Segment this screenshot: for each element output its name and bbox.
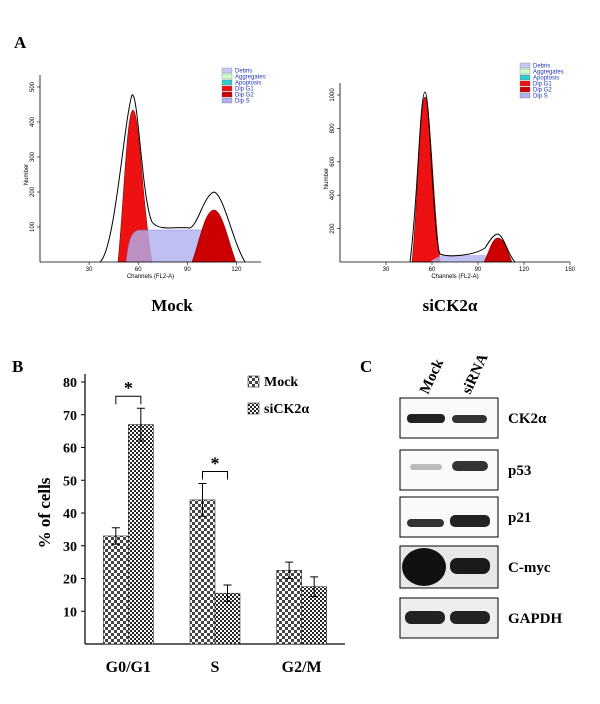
flow-shapes-right [409,91,516,263]
x-axis-label: Channels (FL2-A) [127,274,174,280]
annotation: * [211,454,220,474]
panel-label: B [12,357,23,376]
legend-swatch [519,92,531,99]
x-tick-label: S [211,659,220,676]
legend-label: Dip G1 [235,87,254,93]
y-tick-label: 70 [63,409,77,424]
y-tick-label: 20 [63,573,77,588]
x-tick-label: 30 [383,267,390,273]
y-tick-label: 60 [63,442,77,457]
lane-label: Mock [417,356,447,397]
y-tick-label: 300 [30,151,36,162]
y-axis-label: % of cells [35,477,54,548]
bar [276,570,302,645]
legend-label: siCK2α [264,402,309,417]
blot [399,397,499,639]
caption: siCK2α [423,296,478,315]
y-tick-label: 500 [30,81,36,92]
error-bar [111,527,120,545]
panel-label: C [360,357,372,376]
legend-swatch [519,74,531,81]
x-tick-label: 30 [86,267,93,273]
error-bar [198,483,207,517]
x-tick-label: 120 [519,267,530,273]
legend-swatch [519,86,531,93]
y-tick-label: 600 [330,156,336,167]
legend-swatch [519,62,531,69]
y-tick-label: 30 [63,540,77,555]
x-tick-label: 120 [231,267,242,273]
y-tick-label: 400 [330,190,336,201]
y-tick-label: 10 [63,605,77,620]
y-axis-label: Number [324,168,330,189]
error-bar [223,584,232,602]
y-tick-label: 50 [63,474,77,489]
y-tick-label: 1000 [330,88,336,102]
protein-label: CK2α [508,411,547,427]
legend-swatch [519,68,531,75]
legend-swatch [221,97,233,104]
x-tick-label: 60 [135,267,142,273]
significance-bracket [115,395,142,405]
y-tick-label: 400 [30,116,36,127]
y-tick-label: 40 [63,507,77,522]
legend-swatch [221,91,233,98]
legend-label: Debris [533,64,550,70]
protein-label: C-myc [508,560,551,576]
x-tick-label: 90 [475,267,482,273]
legend-label: Dip S [235,99,250,105]
panel-label: A [14,33,27,52]
legend-label: Dip S [533,94,548,100]
legend-swatch [247,402,260,415]
legend-swatch [247,375,260,388]
legend-label: Dip G1 [533,82,552,88]
x-axis-label: Channels (FL2-A) [431,274,478,280]
legend-label: Aggregates [235,75,266,81]
legend-label: Apoptosis [235,81,261,87]
legend-swatch [519,80,531,87]
legend-label: Dip G2 [533,88,552,94]
significance-bracket [202,471,228,480]
y-tick-label: 200 [330,223,336,234]
lane-label: siRNA [459,351,492,396]
caption: Mock [151,296,193,315]
legend-label: Dip G2 [235,93,254,99]
x-tick-label: 150 [565,267,576,273]
y-axis-label: Number [24,164,30,185]
error-bar [310,576,319,598]
annotation: * [124,378,133,398]
bar [103,535,129,645]
x-tick-label: G2/M [282,659,322,676]
y-tick-label: 100 [30,221,36,232]
x-tick-label: 60 [429,267,436,273]
x-tick-label: 90 [184,267,191,273]
legend-label: Mock [264,375,298,390]
y-tick-label: 200 [30,186,36,197]
legend-swatch [221,73,233,80]
flow-shapes-left [99,94,246,263]
protein-label: p53 [508,463,531,479]
legend-swatch [221,85,233,92]
legend-label: Aggregates [533,70,564,76]
bar [189,499,216,645]
legend-swatch [221,79,233,86]
y-tick-label: 800 [330,123,336,134]
legend-label: Debris [235,69,252,75]
protein-label: GAPDH [508,611,562,627]
legend-swatch [221,67,233,74]
error-bar [136,407,145,442]
x-tick-label: G0/G1 [106,659,151,676]
error-bar [285,561,294,579]
protein-label: p21 [508,510,531,526]
bar [128,424,154,645]
y-tick-label: 80 [63,376,77,391]
legend-label: Apoptosis [533,76,559,82]
